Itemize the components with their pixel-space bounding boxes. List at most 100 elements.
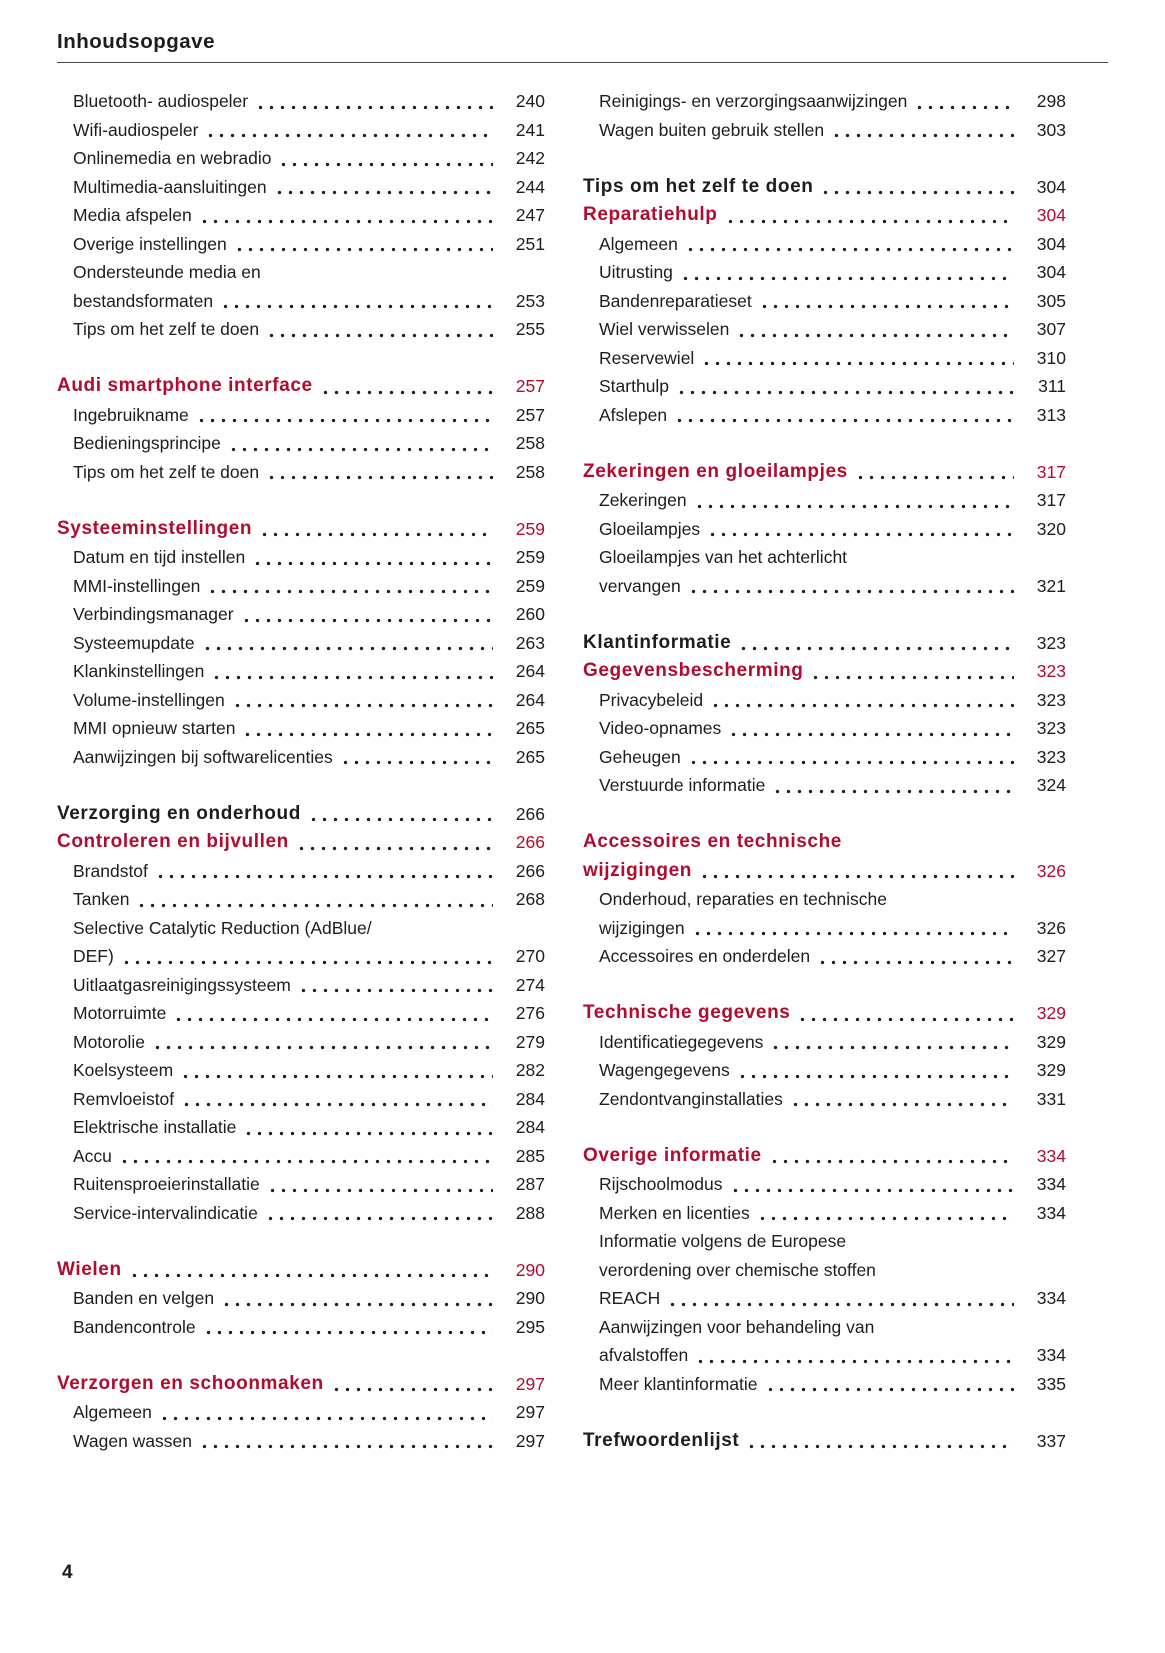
dot-leader xyxy=(746,1444,1014,1449)
dot-leader xyxy=(154,874,493,879)
toc-page-number: 270 xyxy=(515,946,545,966)
toc-entry-label: Aanwijzingen bij softwarelicenties xyxy=(73,746,333,767)
dot-leader xyxy=(756,1216,1014,1221)
toc-page-number: 259 xyxy=(515,575,545,596)
toc-entry-label: Verbindingsmanager xyxy=(73,604,234,624)
toc-entry-label: Wiel verwisselen xyxy=(599,319,730,339)
dot-leader xyxy=(264,1216,493,1221)
toc-group: Verzorging en onderhoud 266 Controleren en… xyxy=(57,800,545,1228)
toc-entry: Algemeen 304 xyxy=(583,230,1066,259)
toc-entry: Multimedia-aansluitingen 244 xyxy=(57,173,545,202)
toc-page-number: 258 xyxy=(515,433,545,453)
dot-leader xyxy=(242,731,493,737)
dot-leader xyxy=(914,104,1014,110)
toc-entry: Bedieningsprincipe 258 xyxy=(57,429,545,458)
toc-entry: Systeemupdate 263 xyxy=(57,629,545,658)
toc-group: Systeeminstellingen 259 Datum en tijd inst… xyxy=(57,515,545,772)
dot-leader xyxy=(319,389,493,395)
toc-entry: Verbindingsmanager 260 xyxy=(57,600,545,629)
toc-entry: Tips om het zelf te doen 258 xyxy=(57,458,545,487)
toc-entry-label: Identificatiegegevens xyxy=(599,1031,764,1052)
toc-entry: Accu 285 xyxy=(57,1142,545,1171)
dot-leader xyxy=(128,1273,493,1278)
toc-columns: Bluetooth- audiospeler 240 Wifi-audiospele… xyxy=(57,87,1108,1484)
toc-entry-label: Video-opnames xyxy=(599,718,722,738)
dot-leader xyxy=(297,988,493,993)
toc-page-number: 297 xyxy=(515,1430,545,1451)
toc-entry: bestandsformaten 253 xyxy=(57,287,545,316)
toc-page-number: 317 xyxy=(1036,490,1066,510)
toc-entry-label: Algemeen xyxy=(73,1402,152,1422)
toc-page-number: 284 xyxy=(515,1117,545,1137)
dot-leader xyxy=(820,190,1014,195)
folio-page-number: 4 xyxy=(62,1562,73,1583)
toc-entry-label: Controleren en bijvullen xyxy=(57,831,289,852)
toc-entry: Ingebruikname 257 xyxy=(57,401,545,430)
toc-entry-label: Geheugen xyxy=(599,746,681,767)
toc-group: Accessoires en technische wijzigingen 326 O… xyxy=(583,828,1066,971)
toc-entry-label: Reinigings- en verzorgingsaanwijzingen xyxy=(599,91,908,111)
toc-entry: Merken en licenties 334 xyxy=(583,1199,1066,1228)
toc-page-number: 334 xyxy=(1036,1288,1066,1308)
toc-entry: Bluetooth- audiospeler 240 xyxy=(57,87,545,116)
toc-entry: Rijschoolmodus 334 xyxy=(583,1170,1066,1199)
toc-chapter-heading: Controleren en bijvullen 266 xyxy=(57,828,545,857)
toc-entry-label: Datum en tijd instellen xyxy=(73,547,246,567)
toc-page-number: 317 xyxy=(1036,461,1066,482)
toc-entry-label: Reservewiel xyxy=(599,347,695,368)
toc-entry-label: Accu xyxy=(73,1145,112,1166)
toc-entry-label: Verstuurde informatie xyxy=(599,775,766,795)
toc-entry-label: wijzigingen xyxy=(599,917,685,938)
toc-entry-label: Ondersteunde media en xyxy=(73,262,261,282)
toc-page-number: 257 xyxy=(515,376,545,396)
toc-page-number: 287 xyxy=(515,1174,545,1194)
dot-leader xyxy=(202,1330,493,1335)
dot-leader xyxy=(252,560,493,566)
dot-leader xyxy=(233,247,493,252)
dot-leader xyxy=(295,845,493,851)
header-rule xyxy=(57,62,1108,63)
toc-page-number: 321 xyxy=(1036,575,1066,596)
toc-entry-label: Zekeringen en gloeilampjes xyxy=(583,460,848,482)
toc-entry-label: Verzorgen en schoonmaken xyxy=(57,1372,324,1394)
toc-entry: Zekeringen 317 xyxy=(583,486,1066,515)
dot-leader xyxy=(667,1301,1014,1307)
toc-page-number: 276 xyxy=(515,1003,545,1023)
dot-leader xyxy=(674,418,1014,423)
toc-page-number: 290 xyxy=(515,1259,545,1280)
toc-page-number: 241 xyxy=(515,119,545,140)
toc-entry: Gloeilampjes 320 xyxy=(583,515,1066,544)
toc-chapter-heading: Verzorging en onderhoud 266 xyxy=(57,800,545,829)
dot-leader xyxy=(266,475,493,480)
toc-page-number: 257 xyxy=(515,404,545,425)
toc-entry: MMI-instellingen 259 xyxy=(57,572,545,601)
toc-entry-label: Accessoires en onderdelen xyxy=(599,946,811,966)
toc-entry-label: Uitlaatgasreinigingssysteem xyxy=(73,974,291,995)
dot-leader xyxy=(243,1130,493,1136)
toc-entry-label: Merken en licenties xyxy=(599,1202,750,1223)
toc-chapter-heading: Gegevensbescherming 323 xyxy=(583,657,1066,686)
toc-page: Inhoudsopgave Bluetooth- audiospeler 240 W… xyxy=(57,30,1108,1484)
toc-chapter-heading: Systeeminstellingen 259 xyxy=(57,515,545,544)
toc-chapter-heading: Zekeringen en gloeilampjes 317 xyxy=(583,458,1066,487)
toc-entry-label: Media afspelen xyxy=(73,205,192,225)
toc-page-number: 329 xyxy=(1036,1003,1066,1023)
dot-leader xyxy=(211,674,493,680)
toc-entry-label: Brandstof xyxy=(73,860,148,881)
toc-entry: wijzigingen 326 xyxy=(583,914,1066,943)
toc-group: Bluetooth- audiospeler 240 Wifi-audiospele… xyxy=(57,87,545,344)
toc-entry-label: Wagen buiten gebruik stellen xyxy=(599,119,825,140)
toc-entry-label: Klantinformatie xyxy=(583,631,732,653)
toc-group: Technische gegevens 329 Identificatiegegev… xyxy=(583,999,1066,1113)
toc-page-number: 247 xyxy=(515,205,545,225)
toc-entry-label: Algemeen xyxy=(599,233,678,254)
toc-page-number: 295 xyxy=(515,1316,545,1337)
dot-leader xyxy=(199,1444,493,1449)
toc-entry: Starthulp 311 xyxy=(583,372,1066,401)
toc-page-number: 329 xyxy=(1036,1031,1066,1052)
toc-entry: Zendontvanginstallaties 331 xyxy=(583,1085,1066,1114)
toc-page-number: 298 xyxy=(1036,91,1066,111)
dot-leader xyxy=(195,418,493,423)
toc-page-number: 242 xyxy=(515,148,545,168)
dot-leader xyxy=(278,161,493,167)
